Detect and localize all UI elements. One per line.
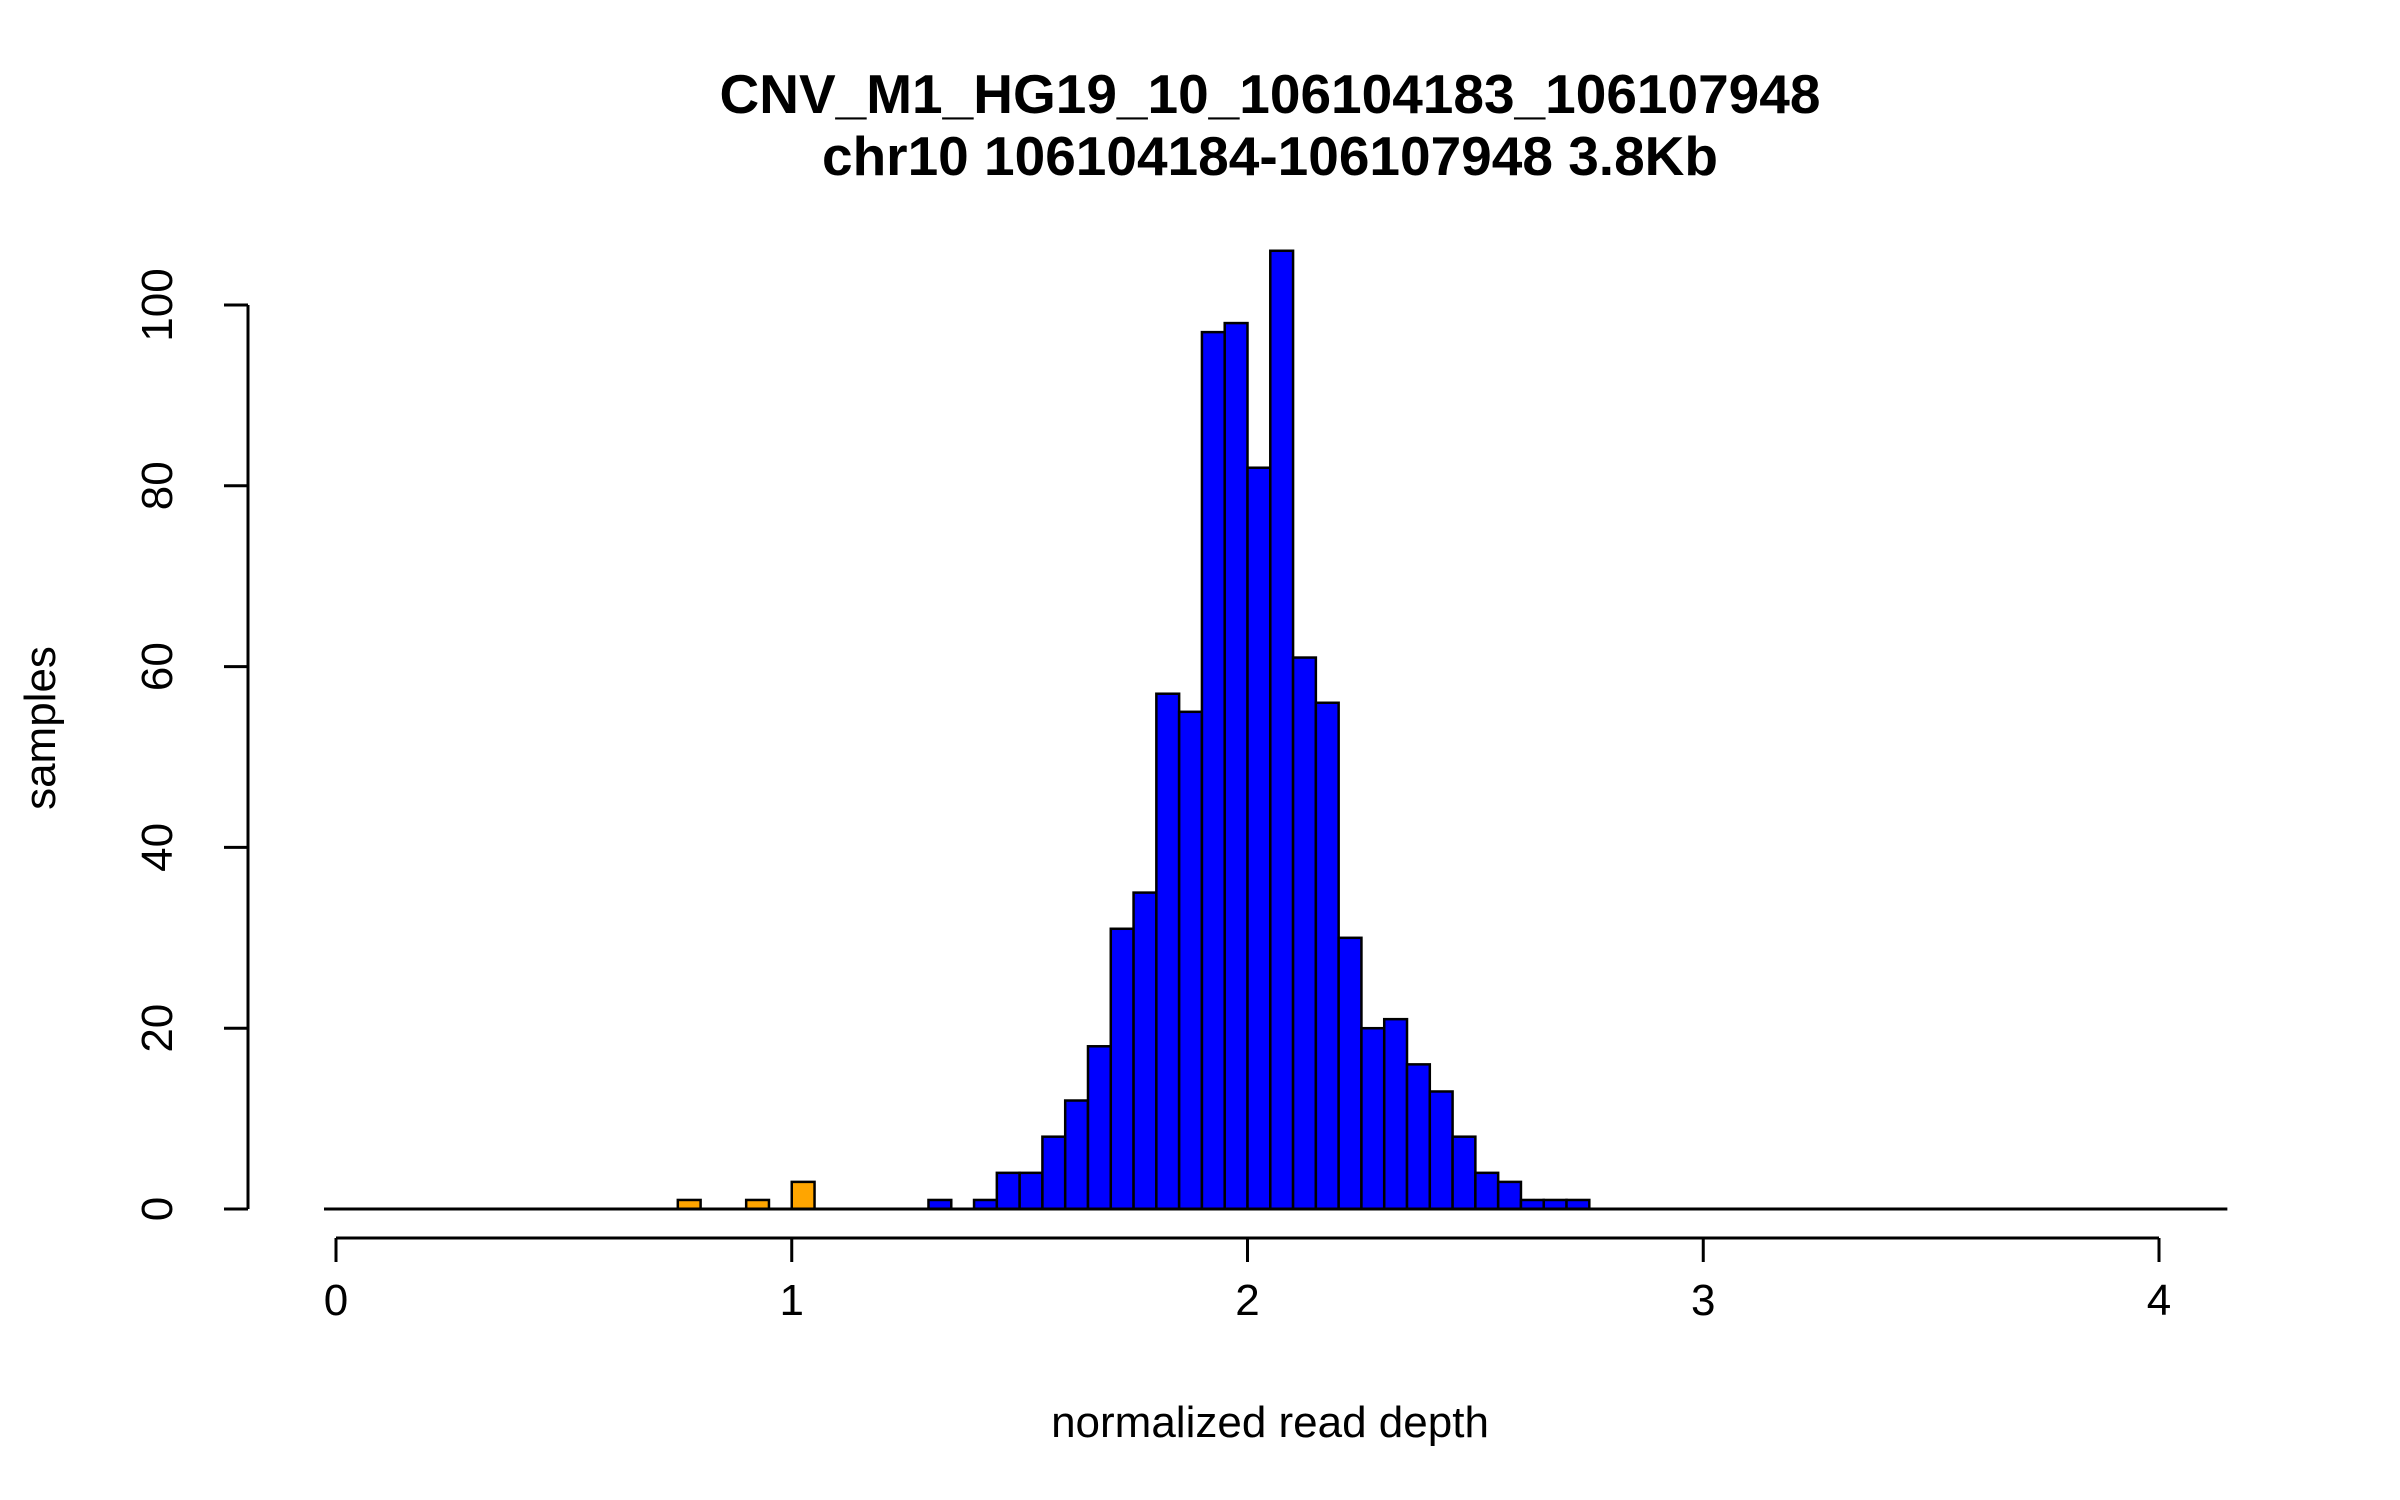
histogram-bar-normal bbox=[1428, 1090, 1454, 1211]
histogram-bar-normal bbox=[1155, 692, 1181, 1211]
histogram-bar-normal bbox=[1496, 1180, 1523, 1211]
chart-title: CNV_M1_HG19_10_106104183_106107948 bbox=[720, 63, 1821, 125]
histogram-bar-normal bbox=[1382, 1017, 1409, 1211]
histogram-bar-normal bbox=[1041, 1135, 1067, 1211]
bar-group bbox=[676, 249, 1591, 1211]
histogram-bar-normal bbox=[1223, 321, 1249, 1211]
histogram-bar-normal bbox=[1109, 927, 1135, 1211]
histogram-bar-normal bbox=[1337, 936, 1363, 1211]
chart-subtitle: chr10 106104184-106107948 3.8Kb bbox=[822, 125, 1718, 187]
histogram-bar-normal bbox=[1451, 1135, 1477, 1211]
y-tick-label: 80 bbox=[133, 461, 182, 510]
histogram-bar-normal bbox=[1018, 1171, 1044, 1211]
histogram-bar-normal bbox=[1063, 1099, 1090, 1211]
histogram-bar-normal bbox=[1132, 891, 1158, 1211]
histogram-bar-normal bbox=[1314, 701, 1340, 1211]
histogram-bar-normal bbox=[1269, 249, 1295, 1211]
x-tick-label: 4 bbox=[2147, 1276, 2171, 1325]
histogram-bar-normal bbox=[1360, 1026, 1386, 1211]
histogram-bar-normal bbox=[995, 1171, 1021, 1211]
y-tick-label: 40 bbox=[133, 823, 182, 872]
y-axis-label: samples bbox=[16, 646, 65, 810]
histogram-bar-normal bbox=[1086, 1045, 1113, 1211]
x-axis-label: normalized read depth bbox=[1051, 1398, 1489, 1447]
histogram-bar-normal bbox=[1291, 656, 1318, 1211]
histogram-bar-normal bbox=[1474, 1171, 1500, 1211]
y-tick-label: 60 bbox=[133, 642, 182, 691]
x-tick-label: 0 bbox=[324, 1276, 348, 1325]
histogram-bar-normal bbox=[1200, 330, 1226, 1211]
y-tick-label: 100 bbox=[133, 268, 182, 341]
y-tick-label: 20 bbox=[133, 1004, 182, 1053]
histogram-bar-normal bbox=[1177, 710, 1204, 1211]
x-tick-label: 3 bbox=[1691, 1276, 1715, 1325]
x-tick-label: 1 bbox=[780, 1276, 804, 1325]
y-tick-label: 0 bbox=[133, 1197, 182, 1221]
x-tick-label: 2 bbox=[1235, 1276, 1259, 1325]
histogram-bar-low bbox=[790, 1180, 816, 1211]
histogram-bar-normal bbox=[1405, 1063, 1432, 1211]
histogram-bar-normal bbox=[1246, 466, 1272, 1211]
y-axis: 0 20 40 60 80 100 bbox=[133, 268, 250, 1221]
x-axis: 0 1 2 3 4 bbox=[324, 1236, 2171, 1325]
